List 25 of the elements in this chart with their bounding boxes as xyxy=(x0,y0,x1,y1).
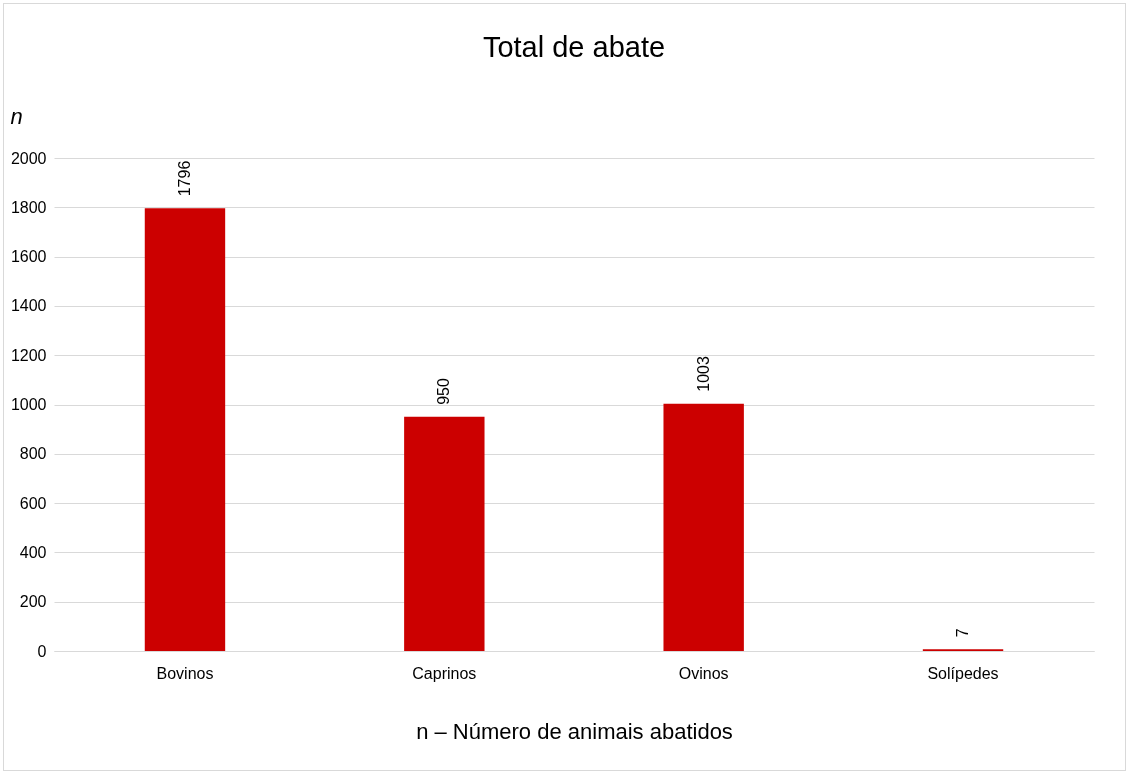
bar xyxy=(144,208,226,651)
y-tick-label: 200 xyxy=(19,593,47,611)
x-tick-label: Caprinos xyxy=(412,664,477,682)
chart-title: Total de abate xyxy=(482,31,666,63)
y-axis-title: n xyxy=(10,103,23,129)
y-tick-label: 600 xyxy=(19,494,47,512)
data-label: 7 xyxy=(954,628,972,638)
y-tick-label: 2000 xyxy=(10,149,47,167)
y-tick-label: 1200 xyxy=(10,346,47,364)
bar xyxy=(663,403,744,651)
y-tick-label: 0 xyxy=(37,642,47,660)
x-axis-title: n – Número de animais abatidos xyxy=(416,718,733,744)
x-tick-label: Bovinos xyxy=(156,664,214,682)
bar xyxy=(404,416,485,651)
data-label: 1003 xyxy=(694,356,712,392)
y-tick-label: 1000 xyxy=(10,396,47,413)
data-label: 1796 xyxy=(175,160,193,197)
y-tick-label: 800 xyxy=(19,445,47,463)
data-label: 950 xyxy=(435,378,453,405)
x-tick-label: Ovinos xyxy=(678,664,729,682)
y-tick-label: 1800 xyxy=(10,198,47,216)
y-tick-label: 400 xyxy=(19,543,47,561)
y-tick-label: 1600 xyxy=(10,248,47,266)
y-tick-label: 1400 xyxy=(10,297,47,315)
x-tick-label: Solípedes xyxy=(927,664,999,682)
